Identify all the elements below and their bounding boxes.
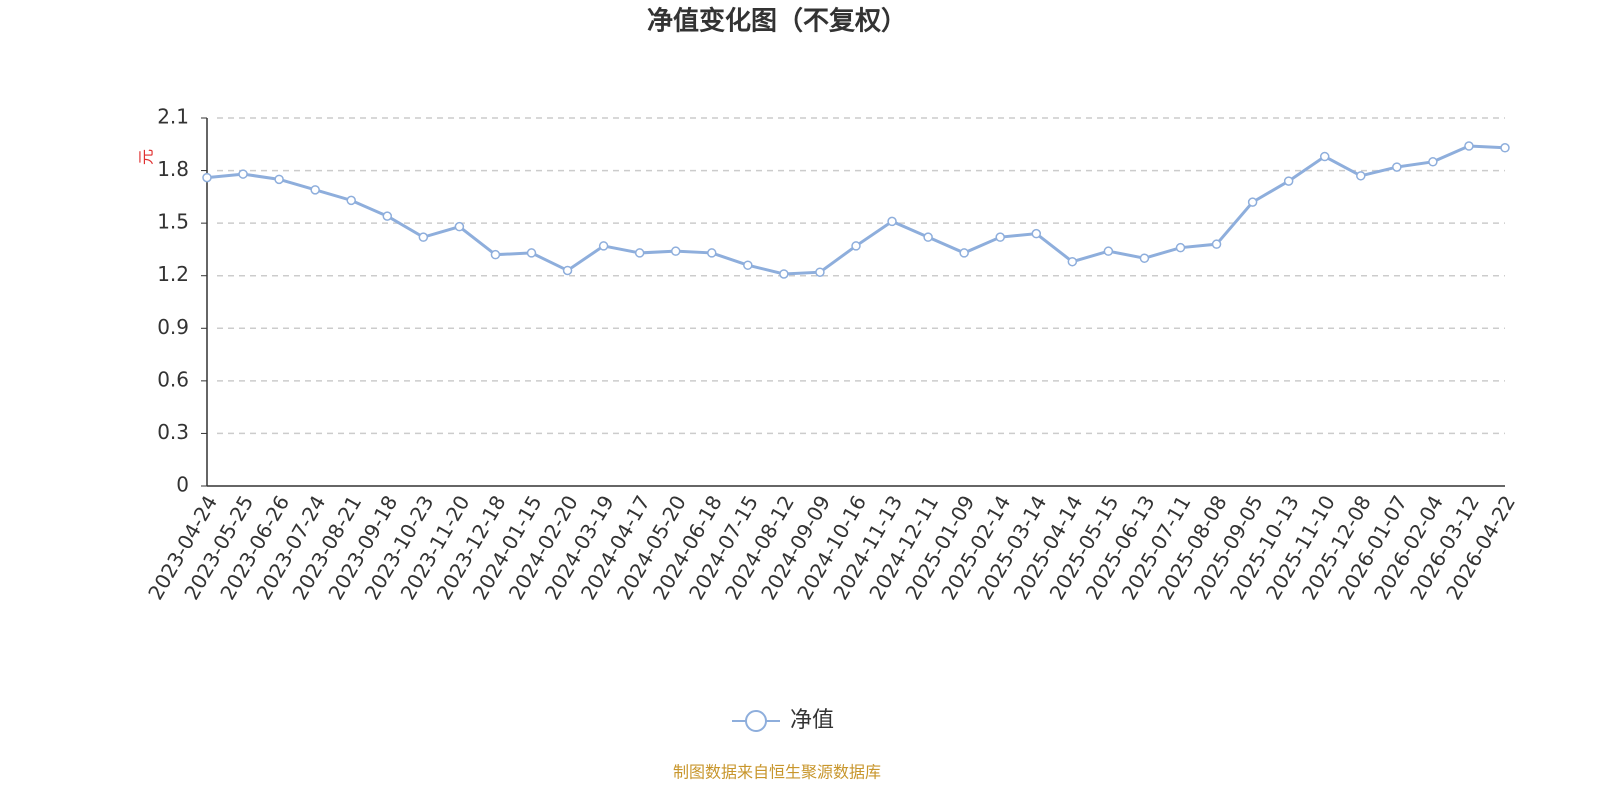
data-point bbox=[1464, 141, 1474, 151]
data-point bbox=[346, 195, 356, 206]
data-point bbox=[743, 260, 753, 270]
series-line bbox=[206, 144, 1506, 276]
data-point bbox=[1356, 171, 1366, 181]
data-point bbox=[887, 216, 897, 227]
data-point bbox=[923, 232, 933, 242]
data-point bbox=[598, 241, 609, 251]
data-point bbox=[670, 246, 681, 256]
data-point bbox=[1103, 246, 1114, 256]
data-point bbox=[815, 267, 825, 277]
legend-label: 净值 bbox=[790, 708, 834, 733]
data-point bbox=[526, 248, 537, 258]
y-tick-label: 0.9 bbox=[157, 315, 189, 339]
data-point bbox=[202, 172, 212, 183]
data-point bbox=[418, 232, 429, 242]
data-point bbox=[1067, 256, 1078, 267]
data-point bbox=[1283, 176, 1294, 186]
data-point bbox=[1031, 228, 1042, 239]
data-point bbox=[1392, 162, 1402, 172]
data-point bbox=[634, 248, 645, 258]
y-tick-label: 1.5 bbox=[157, 210, 189, 234]
y-tick-label: 0.6 bbox=[157, 367, 189, 391]
data-point bbox=[707, 248, 717, 258]
y-tick-label: 0.3 bbox=[157, 420, 189, 444]
data-point bbox=[490, 249, 501, 260]
chart-title: 净值变化图（不复权） bbox=[647, 6, 907, 37]
data-point bbox=[1247, 197, 1258, 207]
data-point bbox=[779, 269, 789, 279]
data-point bbox=[959, 248, 969, 258]
y-tick-label: 0 bbox=[176, 473, 189, 497]
data-point bbox=[1428, 157, 1438, 167]
legend-marker bbox=[745, 710, 767, 732]
data-point bbox=[238, 169, 248, 179]
data-point bbox=[1319, 151, 1330, 162]
data-point bbox=[1500, 143, 1510, 153]
data-point bbox=[562, 265, 573, 276]
y-unit: 元 bbox=[137, 149, 156, 165]
data-point bbox=[1175, 242, 1186, 253]
y-tick-label: 1.2 bbox=[157, 262, 189, 286]
y-tick-label: 1.8 bbox=[157, 157, 189, 181]
source-note: 制图数据来自恒生聚源数据库 bbox=[673, 763, 881, 782]
data-point bbox=[310, 185, 320, 195]
data-point bbox=[382, 211, 393, 221]
data-point bbox=[274, 174, 284, 185]
data-point bbox=[1139, 253, 1150, 263]
data-point bbox=[1211, 239, 1222, 249]
data-point bbox=[851, 241, 861, 251]
data-point bbox=[454, 221, 465, 232]
data-point bbox=[995, 232, 1005, 242]
y-tick-label: 2.1 bbox=[157, 105, 189, 129]
